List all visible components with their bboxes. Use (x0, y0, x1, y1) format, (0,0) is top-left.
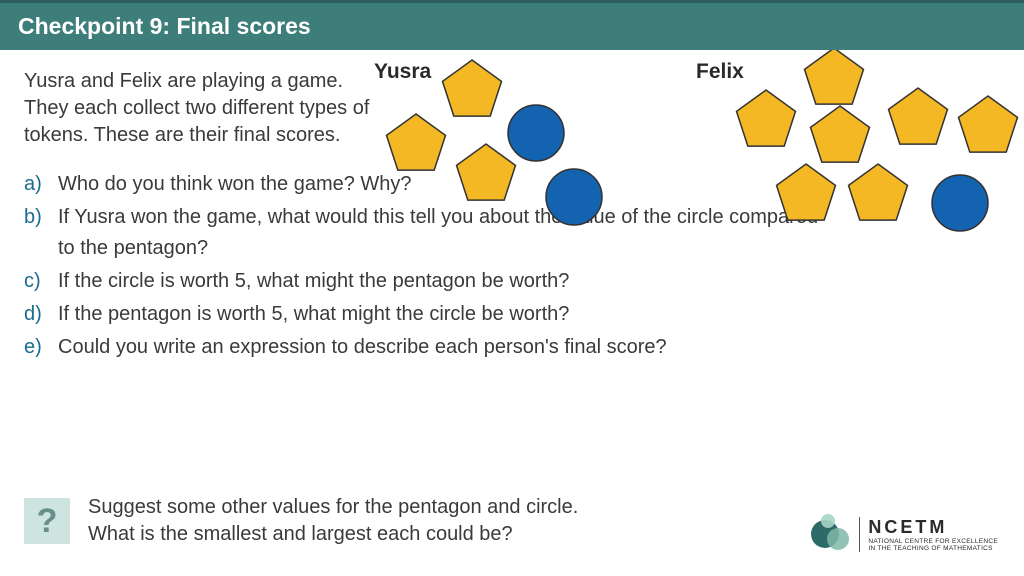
slide-content: Yusra and Felix are playing a game. They… (0, 50, 1024, 363)
pentagon-token (805, 50, 864, 104)
question-label: a) (24, 169, 58, 200)
question-item: a)Who do you think won the game? Why? (24, 169, 1000, 200)
question-mark-icon: ? (24, 498, 70, 544)
question-item: c)If the circle is worth 5, what might t… (24, 266, 1000, 297)
question-text: Who do you think won the game? Why? (58, 169, 412, 200)
question-text: Could you write an expression to describ… (58, 332, 667, 363)
question-list: a)Who do you think won the game? Why?b)I… (24, 169, 1000, 363)
pentagon-token (443, 60, 502, 116)
pentagon-token (811, 106, 870, 162)
question-item: b)If Yusra won the game, what would this… (24, 202, 1000, 264)
slide-header: Checkpoint 9: Final scores (0, 0, 1024, 50)
logo-line-2: IN THE TEACHING OF MATHEMATICS (868, 545, 998, 552)
logo-acronym: NCETM (868, 517, 998, 538)
player-label-yusra: Yusra (374, 60, 431, 84)
slide-title: Checkpoint 9: Final scores (18, 13, 311, 39)
hint-text: Suggest some other values for the pentag… (88, 494, 578, 548)
intro-text: Yusra and Felix are playing a game. They… (24, 68, 384, 149)
logo-mark-icon (811, 514, 851, 554)
hint-box: ? Suggest some other values for the pent… (24, 494, 578, 548)
question-text: If the pentagon is worth 5, what might t… (58, 299, 569, 330)
pentagon-token (889, 88, 948, 144)
player-label-felix: Felix (696, 60, 744, 84)
logo-text: NCETM NATIONAL CENTRE FOR EXCELLENCE IN … (859, 517, 998, 552)
hint-line-2: What is the smallest and largest each co… (88, 521, 578, 548)
question-item: d)If the pentagon is worth 5, what might… (24, 299, 1000, 330)
logo-line-1: NATIONAL CENTRE FOR EXCELLENCE (868, 538, 998, 545)
question-text: If Yusra won the game, what would this t… (58, 202, 838, 264)
pentagon-token (387, 114, 446, 170)
pentagon-token (959, 96, 1018, 152)
hint-line-1: Suggest some other values for the pentag… (88, 494, 578, 521)
question-text: If the circle is worth 5, what might the… (58, 266, 569, 297)
ncetm-logo: NCETM NATIONAL CENTRE FOR EXCELLENCE IN … (811, 514, 998, 554)
question-label: b) (24, 202, 58, 264)
question-label: c) (24, 266, 58, 297)
question-item: e)Could you write an expression to descr… (24, 332, 1000, 363)
question-label: d) (24, 299, 58, 330)
question-label: e) (24, 332, 58, 363)
circle-token (508, 105, 564, 161)
pentagon-token (737, 90, 796, 146)
